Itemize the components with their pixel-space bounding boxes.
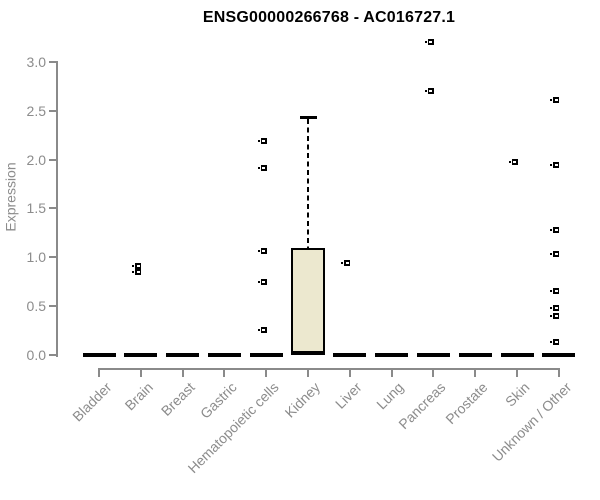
box-median-line xyxy=(82,352,116,358)
outlier-point xyxy=(550,305,560,312)
box-median-line xyxy=(458,352,492,358)
x-tick xyxy=(516,370,518,377)
outlier-point xyxy=(132,263,142,270)
chart-title: ENSG00000266768 - AC016727.1 xyxy=(202,9,456,26)
y-tick-label: 2.5 xyxy=(26,102,46,119)
y-tick xyxy=(49,305,56,308)
y-tick xyxy=(49,109,56,112)
x-axis-line xyxy=(98,368,560,370)
x-tick xyxy=(348,370,351,377)
y-tick-label: 1.5 xyxy=(26,200,46,217)
y-tick-label: 3.0 xyxy=(26,53,46,70)
box-median-line xyxy=(291,350,325,356)
box-whisker-cap xyxy=(299,116,317,120)
x-axis-tick-label: Lung xyxy=(373,379,407,413)
x-tick xyxy=(390,370,393,377)
outlier-point xyxy=(257,326,267,333)
y-tick xyxy=(49,60,56,63)
x-axis-tick-label: Liver xyxy=(332,379,366,412)
x-tick xyxy=(181,370,184,377)
x-axis-tick-label: Kidney xyxy=(281,379,324,421)
y-axis-line xyxy=(56,61,58,357)
outlier-point xyxy=(257,138,267,145)
box-whisker-line xyxy=(307,118,309,248)
outlier-point xyxy=(257,248,267,255)
outlier-point xyxy=(550,339,560,346)
x-tick xyxy=(139,370,142,377)
x-axis-tick-label: Breast xyxy=(157,379,198,419)
outlier-point xyxy=(132,268,142,275)
outlier-point xyxy=(424,39,434,46)
x-tick xyxy=(223,370,226,377)
y-tick-label: 0.0 xyxy=(26,347,46,363)
outlier-point xyxy=(508,158,518,165)
x-axis-tick-label: Skin xyxy=(501,379,533,410)
y-axis-label: Expression xyxy=(3,161,20,232)
box-median-line xyxy=(166,352,200,358)
outlier-point xyxy=(341,260,351,267)
box-median-line xyxy=(207,352,241,358)
x-tick xyxy=(474,370,477,377)
box-median-line xyxy=(124,352,158,358)
x-tick xyxy=(265,370,268,377)
y-tick-label: 1.0 xyxy=(26,249,46,266)
outlier-point xyxy=(550,161,560,168)
x-tick xyxy=(307,370,309,377)
x-axis-tick-label: Prostate xyxy=(442,379,491,428)
y-tick xyxy=(49,354,56,356)
box-median-line xyxy=(249,352,283,358)
x-axis-tick-label: Bladder xyxy=(68,379,115,425)
outlier-point xyxy=(550,97,560,104)
outlier-point xyxy=(257,165,267,172)
outlier-point xyxy=(550,312,560,319)
x-tick xyxy=(98,370,100,377)
outlier-point xyxy=(550,287,560,294)
x-tick xyxy=(557,370,560,377)
y-tick xyxy=(49,158,56,161)
box-median-line xyxy=(416,352,450,358)
outlier-point xyxy=(550,226,560,233)
box-plot-box xyxy=(291,247,325,356)
x-axis-tick-label: Brain xyxy=(121,379,157,414)
box-median-line xyxy=(500,352,534,358)
x-axis-tick-label: Unknown / Other xyxy=(488,379,575,465)
box-median-line xyxy=(375,352,409,358)
box-median-line xyxy=(333,352,367,358)
outlier-point xyxy=(550,251,560,258)
y-tick-label: 2.0 xyxy=(26,151,46,168)
x-tick xyxy=(432,370,435,377)
y-tick-label: 0.5 xyxy=(26,298,46,315)
y-tick xyxy=(49,207,56,210)
y-tick xyxy=(49,256,56,259)
outlier-point xyxy=(424,88,434,95)
box-median-line xyxy=(542,352,576,358)
outlier-point xyxy=(257,278,267,285)
